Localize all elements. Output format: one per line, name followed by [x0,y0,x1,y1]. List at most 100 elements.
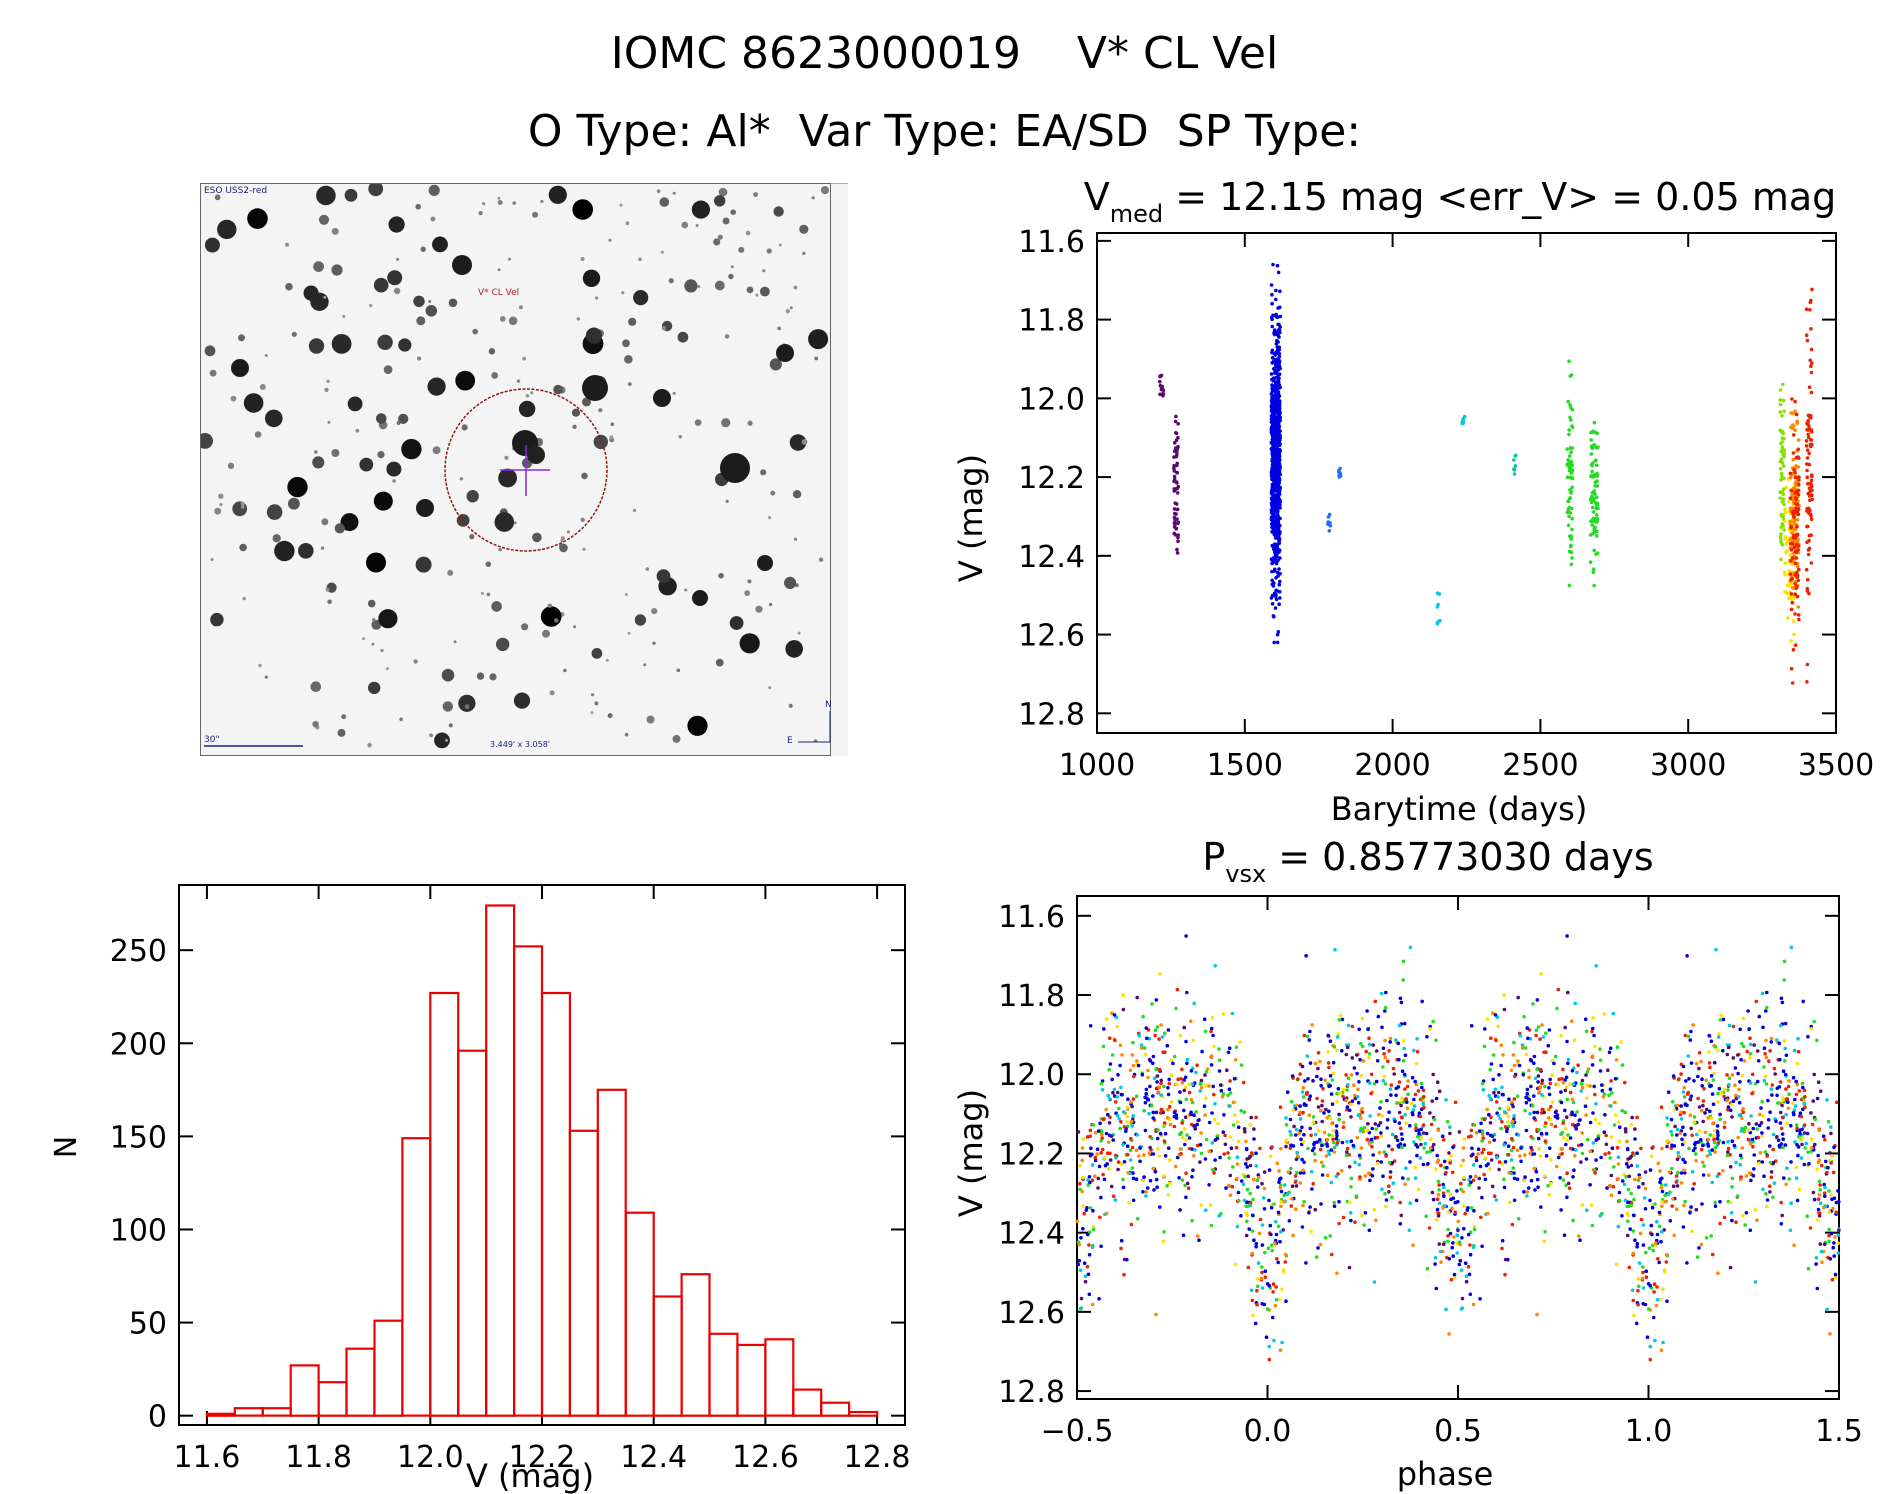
phased-point [1134,1148,1139,1152]
phased-point [1836,1251,1840,1255]
phased-point [1412,1097,1416,1102]
star [540,606,562,627]
star [820,186,830,195]
phased-point [1783,1021,1788,1026]
phased-point [1654,1303,1659,1308]
phased-point [1542,1239,1547,1244]
lightcurve-point [1175,470,1179,475]
phased-point [1547,1193,1552,1197]
phased-point [1113,1038,1117,1043]
phased-point [1802,1131,1807,1135]
phased-point [1211,1084,1215,1089]
phased-point [1481,1147,1486,1152]
phased-point [1570,1019,1574,1023]
star [755,605,763,613]
phased-point [1515,1177,1520,1181]
phased-point [1817,1192,1822,1197]
lightcurve-point [1172,507,1177,511]
histogram-bar [429,991,460,1417]
lightcurve-point [1269,315,1274,320]
phased-point [1745,1049,1749,1054]
phased-point [1518,1033,1523,1038]
star [744,590,751,596]
target-circle-marker [444,388,608,552]
star [766,248,772,254]
phased-point [1322,1130,1327,1135]
phased-point [1184,1195,1188,1200]
phased-point [1689,1061,1694,1065]
lightcurve-point [1595,479,1599,483]
phased-point [1818,1242,1823,1246]
phased-point [1294,1157,1299,1162]
phased-point [1787,1079,1791,1083]
phased-point [1236,1139,1241,1144]
phased-point [1694,1158,1698,1163]
lightcurve-point [1175,481,1179,485]
phased-point [1783,1072,1788,1077]
phased-point [1590,1063,1595,1067]
phased-point [1118,1126,1122,1131]
phased-point [1471,1163,1476,1167]
phased-point [1492,1138,1496,1142]
lightcurve-point [1593,530,1597,535]
phased-point [1397,1057,1401,1062]
star [714,195,726,207]
phased-point [1350,1056,1355,1060]
phased-point [1772,1181,1777,1185]
histogram-x-axis-label: V (mag) [466,1457,594,1494]
phased-point [1549,1122,1554,1127]
star [377,334,393,350]
phased-point [1320,1143,1324,1148]
phased-point [1507,1097,1511,1101]
phased-point [1741,1213,1745,1218]
phased-point [1622,1182,1627,1187]
phased-point [1243,1162,1248,1166]
lightcurve-point [1271,379,1276,383]
phased-point [1360,1016,1365,1021]
lightcurve-point [1808,498,1812,503]
phased-point [1455,1251,1459,1255]
lightcurve-point [1277,548,1282,553]
phased-point [1398,996,1403,1001]
phased-point [1616,1120,1621,1124]
phased-point [1812,1019,1816,1024]
phased-point [1328,1039,1333,1043]
phased-point [1489,1115,1493,1119]
lightcurve-point [1796,438,1801,442]
phased-point [1439,1163,1443,1168]
phased-point [1402,1021,1407,1026]
phased-point [1327,1133,1331,1137]
phased-point [1414,1061,1419,1066]
phased-point [1536,1136,1541,1141]
lightcurve-point [1783,589,1787,594]
lightcurve-point [1795,543,1800,548]
histogram-bar [708,1332,739,1417]
phased-point [1837,1228,1841,1233]
phased-point [1116,1073,1120,1077]
phased-point [1768,1049,1772,1053]
phased-point [1543,1139,1548,1143]
phased-point [1468,1243,1472,1247]
phased-point [1495,1155,1499,1160]
phased-point [1093,1174,1097,1179]
star [243,393,264,413]
lightcurve-point [1791,619,1796,623]
phased-point [1741,1016,1746,1021]
phased-point [1796,1153,1800,1158]
phased-point [1415,1153,1419,1158]
lightcurve-point [1590,505,1595,510]
lightcurve-point [1795,573,1800,578]
phased-point [1705,1154,1710,1158]
phased-point [1828,1257,1833,1261]
phased-point [1330,1102,1335,1106]
lightcurve-point [1569,460,1574,464]
lightcurve-point [1276,535,1281,539]
phased-point [1151,1094,1155,1098]
lightcurve-point [1594,495,1599,500]
phased-point [1128,1148,1133,1153]
phased-point [1232,1077,1237,1081]
lightcurve-point [1274,297,1278,302]
phased-point [1309,1229,1313,1234]
phased-point [1349,1139,1354,1143]
phased-point [1813,1117,1818,1122]
